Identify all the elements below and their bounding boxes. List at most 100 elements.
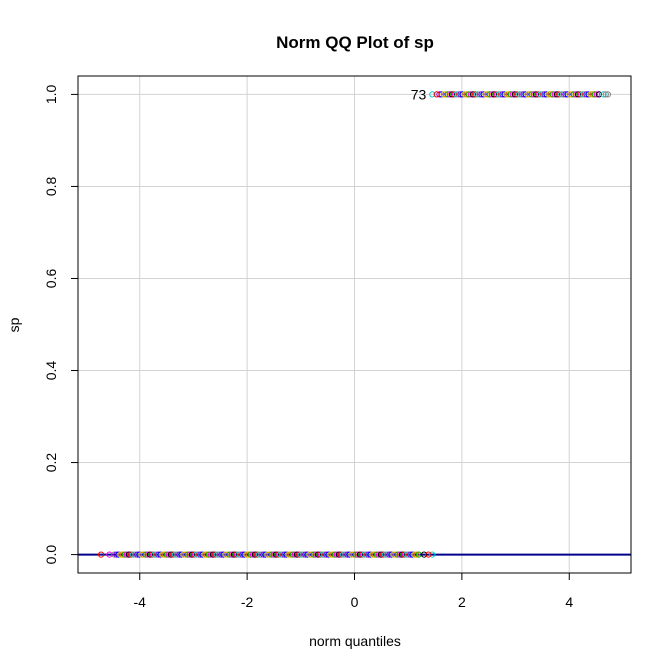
data-point <box>228 551 235 558</box>
data-point <box>394 551 401 558</box>
data-point <box>583 91 590 98</box>
x-tick-label: 0 <box>351 594 359 610</box>
data-point <box>480 91 487 98</box>
data-point <box>495 91 502 98</box>
data-point <box>490 91 498 98</box>
data-point <box>254 551 261 558</box>
data-point <box>321 551 328 558</box>
data-point <box>589 91 596 98</box>
data-point <box>457 91 464 98</box>
data-point <box>203 551 210 558</box>
data-point <box>197 551 204 558</box>
data-point <box>98 551 105 558</box>
data-point <box>413 551 420 558</box>
data-point <box>182 551 189 558</box>
data-point <box>474 91 481 98</box>
y-axis: 0.0 0.2 0.4 0.6 0.8 1.0 <box>43 84 78 564</box>
data-point <box>459 91 466 98</box>
data-point <box>535 91 542 98</box>
data-point <box>188 551 196 558</box>
data-point <box>212 551 219 558</box>
data-point <box>130 551 137 558</box>
data-point <box>180 551 187 558</box>
x-tick-label: -2 <box>241 594 254 610</box>
data-point <box>172 551 179 558</box>
data-point <box>436 91 443 98</box>
data-point <box>465 91 472 98</box>
data-point <box>398 551 406 558</box>
data-point <box>562 91 569 98</box>
data-point <box>159 551 166 558</box>
data-point <box>174 551 181 558</box>
data-point <box>463 91 470 98</box>
data-point <box>268 551 275 558</box>
data-point <box>237 551 244 558</box>
y-tick-label: 0.6 <box>43 269 59 289</box>
data-point <box>530 91 538 98</box>
data-point <box>361 551 368 558</box>
point-annotation: 73 <box>411 86 427 102</box>
data-point <box>121 551 128 558</box>
y-tick-label: 0.8 <box>43 177 59 197</box>
data-point <box>245 551 252 558</box>
data-point <box>319 551 326 558</box>
data-point <box>551 91 559 98</box>
data-point <box>373 551 380 558</box>
data-point <box>184 551 191 558</box>
data-point <box>262 551 269 558</box>
data-point <box>151 551 158 558</box>
data-point <box>312 551 319 558</box>
data-point <box>153 551 160 558</box>
data-point <box>440 91 447 98</box>
data-point <box>446 91 453 98</box>
data-point <box>165 551 172 558</box>
data-point <box>243 551 250 558</box>
data-point <box>335 551 343 558</box>
data-point <box>433 91 440 98</box>
data-point <box>526 91 533 98</box>
data-point <box>382 551 389 558</box>
data-point <box>149 551 156 558</box>
data-point <box>375 551 382 558</box>
data-point <box>113 551 120 558</box>
data-point <box>388 551 395 558</box>
data-point <box>484 91 491 98</box>
data-point <box>191 551 198 558</box>
data-point <box>291 551 298 558</box>
data-point <box>600 91 607 98</box>
data-point <box>560 91 567 98</box>
data-point <box>125 551 133 558</box>
data-point <box>602 91 609 98</box>
data-point <box>144 551 151 558</box>
data-point <box>396 551 403 558</box>
data-point <box>537 91 544 98</box>
data-point <box>553 91 561 98</box>
data-point <box>587 91 594 98</box>
data-point <box>247 551 254 558</box>
data-point <box>214 551 221 558</box>
data-point <box>595 91 603 98</box>
data-point <box>403 551 410 558</box>
data-point <box>266 551 273 558</box>
data-point <box>340 551 347 558</box>
data-point <box>509 91 517 98</box>
data-point <box>281 551 288 558</box>
data-point <box>356 551 364 558</box>
data-point <box>226 551 233 558</box>
data-point <box>270 551 277 558</box>
data-point <box>224 551 231 558</box>
data-point <box>167 551 175 558</box>
data-point <box>325 551 332 558</box>
data-point <box>520 91 527 98</box>
data-point <box>467 91 474 98</box>
data-point <box>407 551 414 558</box>
data-point <box>604 91 612 98</box>
x-axis: -4 -2 0 2 4 <box>134 573 573 610</box>
data-point <box>176 551 183 558</box>
data-point <box>390 551 397 558</box>
data-point <box>323 551 330 558</box>
data-point <box>476 91 483 98</box>
data-point <box>264 551 271 558</box>
data-point <box>497 91 504 98</box>
